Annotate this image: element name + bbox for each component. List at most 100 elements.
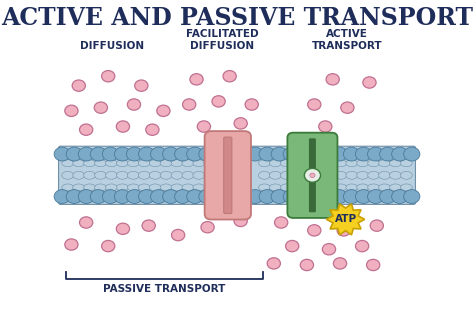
Circle shape bbox=[174, 190, 191, 204]
Circle shape bbox=[380, 147, 396, 161]
Ellipse shape bbox=[171, 171, 183, 179]
Circle shape bbox=[94, 102, 108, 113]
Ellipse shape bbox=[84, 171, 95, 179]
Ellipse shape bbox=[160, 160, 172, 167]
Circle shape bbox=[197, 121, 210, 132]
Circle shape bbox=[404, 147, 420, 161]
Circle shape bbox=[404, 190, 420, 204]
Ellipse shape bbox=[117, 184, 128, 191]
Circle shape bbox=[157, 105, 170, 117]
Circle shape bbox=[333, 258, 346, 269]
Ellipse shape bbox=[106, 160, 118, 167]
Circle shape bbox=[80, 124, 93, 135]
Ellipse shape bbox=[258, 160, 270, 167]
Circle shape bbox=[310, 173, 315, 178]
Circle shape bbox=[259, 190, 275, 204]
Circle shape bbox=[274, 217, 288, 228]
Circle shape bbox=[319, 121, 332, 132]
Ellipse shape bbox=[149, 171, 161, 179]
Text: PASSIVE TRANSPORT: PASSIVE TRANSPORT bbox=[103, 283, 226, 294]
Ellipse shape bbox=[73, 171, 84, 179]
Circle shape bbox=[78, 147, 94, 161]
Ellipse shape bbox=[280, 184, 292, 191]
Ellipse shape bbox=[368, 171, 380, 179]
Ellipse shape bbox=[138, 160, 150, 167]
Ellipse shape bbox=[390, 171, 401, 179]
Circle shape bbox=[367, 147, 384, 161]
Ellipse shape bbox=[182, 184, 194, 191]
Ellipse shape bbox=[62, 184, 73, 191]
Ellipse shape bbox=[368, 160, 380, 167]
Circle shape bbox=[101, 240, 115, 252]
Text: DIFFUSION: DIFFUSION bbox=[80, 41, 144, 51]
Circle shape bbox=[138, 147, 155, 161]
Circle shape bbox=[190, 74, 203, 85]
Ellipse shape bbox=[62, 160, 73, 167]
Ellipse shape bbox=[401, 171, 412, 179]
Circle shape bbox=[101, 70, 115, 82]
Polygon shape bbox=[327, 204, 365, 235]
Ellipse shape bbox=[160, 184, 172, 191]
Ellipse shape bbox=[117, 171, 128, 179]
Ellipse shape bbox=[193, 160, 205, 167]
Circle shape bbox=[283, 147, 300, 161]
FancyBboxPatch shape bbox=[224, 137, 232, 214]
Circle shape bbox=[344, 190, 360, 204]
Ellipse shape bbox=[73, 184, 84, 191]
Circle shape bbox=[363, 77, 376, 88]
Circle shape bbox=[341, 102, 354, 113]
Circle shape bbox=[78, 190, 94, 204]
Circle shape bbox=[285, 240, 299, 252]
Ellipse shape bbox=[335, 160, 346, 167]
Ellipse shape bbox=[269, 184, 281, 191]
Ellipse shape bbox=[149, 184, 161, 191]
Ellipse shape bbox=[193, 184, 205, 191]
Circle shape bbox=[392, 147, 408, 161]
Circle shape bbox=[72, 80, 85, 91]
Circle shape bbox=[90, 147, 107, 161]
Circle shape bbox=[151, 147, 167, 161]
Ellipse shape bbox=[335, 171, 346, 179]
Circle shape bbox=[223, 70, 236, 82]
Circle shape bbox=[135, 80, 148, 91]
Circle shape bbox=[366, 259, 380, 270]
Ellipse shape bbox=[95, 160, 106, 167]
Ellipse shape bbox=[204, 160, 216, 167]
Circle shape bbox=[116, 223, 129, 234]
Text: FACILITATED
DIFFUSION: FACILITATED DIFFUSION bbox=[186, 29, 259, 51]
Circle shape bbox=[245, 99, 258, 110]
Circle shape bbox=[65, 239, 78, 250]
Circle shape bbox=[66, 147, 82, 161]
Ellipse shape bbox=[346, 160, 358, 167]
Circle shape bbox=[127, 147, 143, 161]
Ellipse shape bbox=[379, 184, 391, 191]
Ellipse shape bbox=[160, 171, 172, 179]
Circle shape bbox=[199, 190, 215, 204]
Circle shape bbox=[54, 147, 70, 161]
Circle shape bbox=[356, 190, 372, 204]
Circle shape bbox=[102, 190, 118, 204]
Circle shape bbox=[163, 190, 179, 204]
Ellipse shape bbox=[346, 171, 358, 179]
Circle shape bbox=[66, 190, 82, 204]
Ellipse shape bbox=[128, 184, 139, 191]
Circle shape bbox=[54, 190, 70, 204]
Circle shape bbox=[212, 96, 225, 107]
Circle shape bbox=[80, 217, 93, 228]
Circle shape bbox=[308, 99, 321, 110]
Ellipse shape bbox=[106, 171, 118, 179]
Circle shape bbox=[301, 259, 313, 270]
Text: ACTIVE AND PASSIVE TRANSPORT: ACTIVE AND PASSIVE TRANSPORT bbox=[1, 6, 473, 30]
Ellipse shape bbox=[95, 184, 106, 191]
Circle shape bbox=[356, 240, 369, 252]
Circle shape bbox=[102, 147, 118, 161]
Ellipse shape bbox=[401, 184, 412, 191]
Circle shape bbox=[247, 147, 263, 161]
Circle shape bbox=[308, 225, 321, 236]
Circle shape bbox=[259, 147, 275, 161]
Circle shape bbox=[370, 220, 383, 231]
Circle shape bbox=[356, 147, 372, 161]
Ellipse shape bbox=[149, 160, 161, 167]
Ellipse shape bbox=[138, 184, 150, 191]
Circle shape bbox=[392, 190, 408, 204]
